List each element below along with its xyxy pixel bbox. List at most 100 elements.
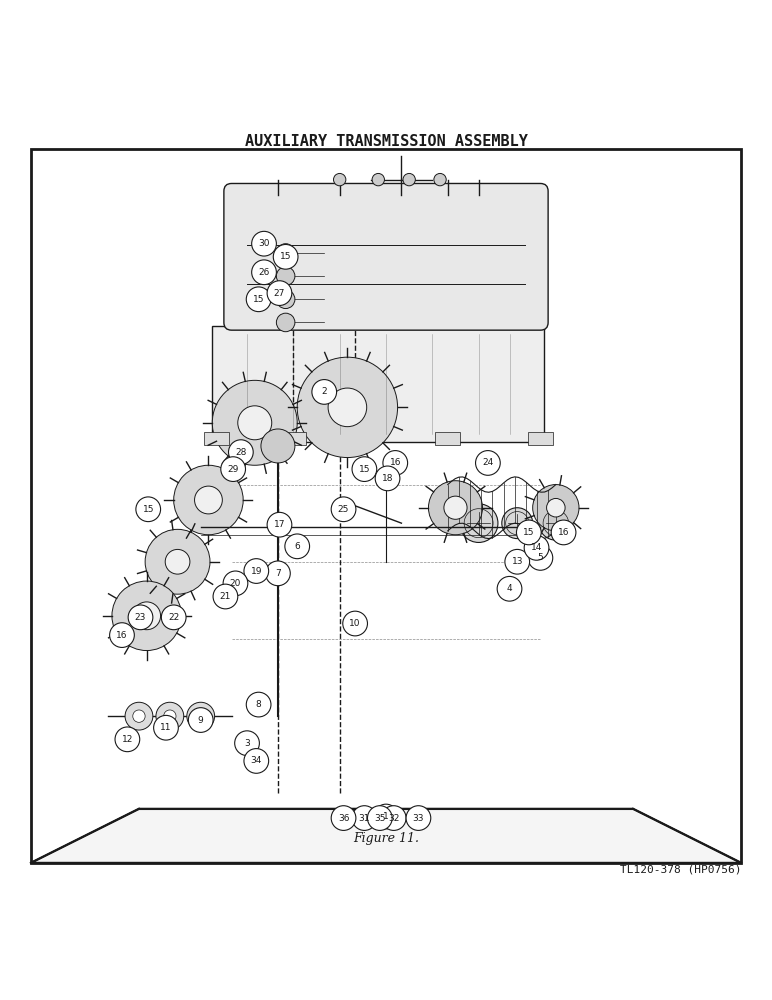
- Text: 19: 19: [251, 567, 262, 576]
- Circle shape: [195, 710, 207, 722]
- Text: 5: 5: [537, 553, 543, 562]
- FancyBboxPatch shape: [528, 432, 553, 445]
- Text: 34: 34: [251, 756, 262, 765]
- Circle shape: [372, 173, 384, 186]
- Circle shape: [334, 173, 346, 186]
- FancyBboxPatch shape: [224, 183, 548, 330]
- Circle shape: [213, 584, 238, 609]
- Text: 16: 16: [558, 528, 569, 537]
- Circle shape: [502, 508, 533, 539]
- Circle shape: [128, 605, 153, 630]
- Text: 20: 20: [230, 579, 241, 588]
- Polygon shape: [31, 809, 741, 863]
- Circle shape: [133, 710, 145, 722]
- Circle shape: [212, 380, 297, 465]
- Circle shape: [276, 290, 295, 309]
- Text: AUXILIARY TRANSMISSION ASSEMBLY: AUXILIARY TRANSMISSION ASSEMBLY: [245, 134, 527, 149]
- Circle shape: [539, 506, 573, 540]
- Circle shape: [533, 485, 579, 531]
- Circle shape: [273, 244, 298, 269]
- Circle shape: [145, 529, 210, 594]
- FancyBboxPatch shape: [435, 432, 460, 445]
- Circle shape: [331, 497, 356, 522]
- Text: 15: 15: [253, 295, 264, 304]
- Circle shape: [547, 498, 565, 517]
- Circle shape: [476, 451, 500, 475]
- Circle shape: [374, 804, 398, 829]
- Circle shape: [195, 486, 222, 514]
- Text: 6: 6: [294, 542, 300, 551]
- Circle shape: [383, 451, 408, 475]
- Text: 11: 11: [161, 723, 171, 732]
- Text: 29: 29: [228, 465, 239, 474]
- Text: 4: 4: [506, 584, 513, 593]
- Text: 28: 28: [235, 448, 246, 457]
- Text: 13: 13: [512, 557, 523, 566]
- Text: 31: 31: [359, 814, 370, 823]
- Text: 17: 17: [274, 520, 285, 529]
- Text: 15: 15: [359, 465, 370, 474]
- Text: 32: 32: [388, 814, 399, 823]
- Circle shape: [276, 313, 295, 332]
- Circle shape: [246, 287, 271, 312]
- Circle shape: [246, 692, 271, 717]
- Text: 36: 36: [338, 814, 349, 823]
- Circle shape: [154, 715, 178, 740]
- Circle shape: [267, 512, 292, 537]
- Circle shape: [352, 806, 377, 830]
- Circle shape: [428, 481, 482, 535]
- Circle shape: [261, 429, 295, 463]
- Circle shape: [312, 380, 337, 404]
- Circle shape: [221, 457, 245, 481]
- Text: 22: 22: [168, 613, 179, 622]
- Text: 24: 24: [482, 458, 493, 467]
- Text: 15: 15: [280, 252, 291, 261]
- Circle shape: [403, 173, 415, 186]
- Circle shape: [165, 549, 190, 574]
- Circle shape: [381, 806, 406, 830]
- FancyBboxPatch shape: [204, 432, 229, 445]
- Circle shape: [331, 806, 356, 830]
- Circle shape: [375, 466, 400, 491]
- Text: 10: 10: [350, 619, 361, 628]
- FancyBboxPatch shape: [281, 432, 306, 445]
- Circle shape: [266, 561, 290, 586]
- Text: 25: 25: [338, 505, 349, 514]
- Circle shape: [235, 731, 259, 756]
- Circle shape: [252, 260, 276, 285]
- Circle shape: [244, 559, 269, 583]
- Circle shape: [115, 727, 140, 752]
- Text: 26: 26: [259, 268, 269, 277]
- Text: 7: 7: [275, 569, 281, 578]
- Text: 27: 27: [274, 289, 285, 298]
- Circle shape: [343, 611, 367, 636]
- Circle shape: [229, 440, 253, 464]
- Circle shape: [524, 536, 549, 560]
- Text: Figure 11.: Figure 11.: [353, 832, 419, 845]
- Circle shape: [328, 388, 367, 427]
- Circle shape: [352, 457, 377, 481]
- Text: 1: 1: [383, 812, 389, 821]
- Circle shape: [505, 549, 530, 574]
- Circle shape: [223, 571, 248, 596]
- Circle shape: [174, 465, 243, 535]
- Text: 18: 18: [382, 474, 393, 483]
- Text: 12: 12: [122, 735, 133, 744]
- Circle shape: [252, 231, 276, 256]
- Circle shape: [367, 806, 392, 830]
- Circle shape: [516, 520, 541, 545]
- Circle shape: [187, 702, 215, 730]
- Circle shape: [156, 702, 184, 730]
- Circle shape: [267, 281, 292, 305]
- Circle shape: [406, 806, 431, 830]
- Text: 9: 9: [198, 716, 204, 725]
- Circle shape: [276, 244, 295, 262]
- Circle shape: [434, 173, 446, 186]
- Circle shape: [136, 497, 161, 522]
- Circle shape: [444, 496, 467, 519]
- Circle shape: [285, 534, 310, 559]
- Text: 8: 8: [256, 700, 262, 709]
- Text: 16: 16: [390, 458, 401, 467]
- Circle shape: [297, 357, 398, 458]
- Circle shape: [110, 623, 134, 647]
